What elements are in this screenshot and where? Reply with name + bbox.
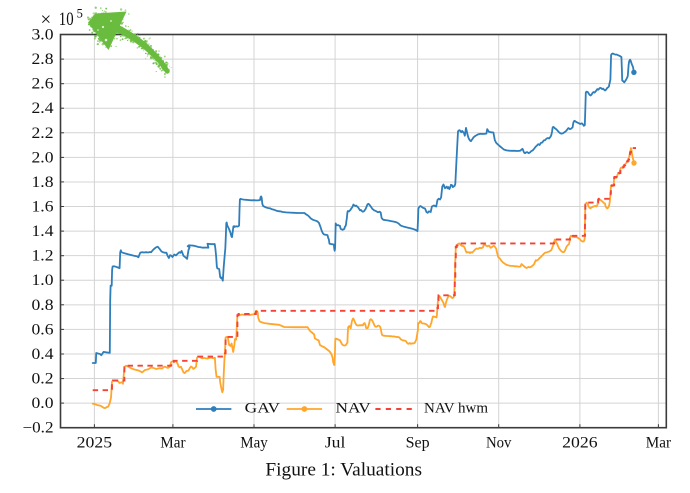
svg-text:2.6: 2.6 xyxy=(32,76,54,93)
svg-text:NAV hwm: NAV hwm xyxy=(424,401,488,417)
svg-text:Nov: Nov xyxy=(486,434,512,451)
svg-text:0.0: 0.0 xyxy=(32,395,54,412)
svg-text:5: 5 xyxy=(77,6,83,20)
svg-text:1.2: 1.2 xyxy=(32,248,54,265)
svg-text:2026: 2026 xyxy=(562,434,598,451)
svg-text:0.2: 0.2 xyxy=(32,371,54,388)
svg-text:2.4: 2.4 xyxy=(32,100,54,117)
svg-text:NAV: NAV xyxy=(336,401,372,417)
svg-text:GAV: GAV xyxy=(245,401,281,417)
svg-text:2.2: 2.2 xyxy=(32,125,54,142)
svg-text:May: May xyxy=(240,434,268,451)
svg-text:3.0: 3.0 xyxy=(32,27,54,44)
svg-text:2025: 2025 xyxy=(77,434,113,451)
svg-text:10: 10 xyxy=(59,9,74,30)
svg-text:0.6: 0.6 xyxy=(32,321,54,338)
svg-text:0.8: 0.8 xyxy=(32,297,54,314)
svg-text:Jul: Jul xyxy=(325,434,346,451)
svg-text:1.0: 1.0 xyxy=(32,272,54,289)
svg-text:Mar: Mar xyxy=(160,434,185,451)
svg-text:1.6: 1.6 xyxy=(32,199,54,216)
svg-text:Figure 1: Valuations: Figure 1: Valuations xyxy=(265,460,422,481)
svg-text:Mar: Mar xyxy=(646,434,671,451)
svg-text:2.8: 2.8 xyxy=(32,51,54,68)
svg-text:×: × xyxy=(41,9,52,30)
svg-text:1.4: 1.4 xyxy=(32,223,54,240)
svg-text:1.8: 1.8 xyxy=(32,174,54,191)
svg-text:−0.2: −0.2 xyxy=(23,420,54,437)
svg-text:0.4: 0.4 xyxy=(32,346,54,363)
svg-text:2.0: 2.0 xyxy=(32,149,54,166)
svg-text:Sep: Sep xyxy=(406,434,430,451)
